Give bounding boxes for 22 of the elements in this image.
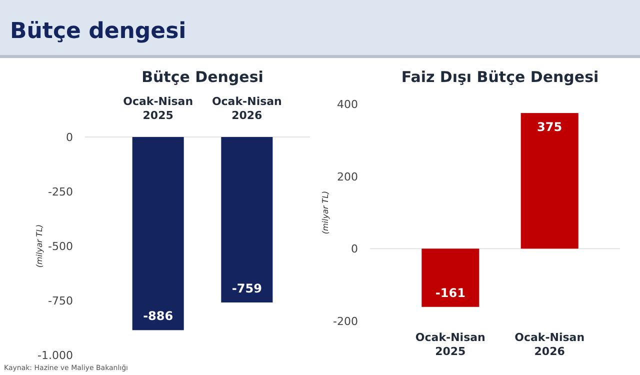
y-axis-title: (milyar TL)	[35, 224, 44, 268]
y-axis-title: (milyar TL)	[321, 190, 330, 234]
text: Bütçe dengesi	[10, 19, 186, 44]
chart-title: Faiz Dışı Bütçe Dengesi	[401, 68, 599, 86]
data-label: -161	[435, 286, 466, 300]
y-tick-label: 400	[337, 98, 358, 111]
y-tick-label: -200	[333, 315, 358, 328]
y-tick-label: -750	[48, 294, 73, 308]
y-tick-label: 0	[66, 131, 73, 144]
y-tick-label: 0	[351, 242, 358, 256]
x-tick-label: Ocak-Nisan 2025	[123, 95, 194, 122]
data-label: -759	[232, 281, 262, 296]
y-tick-label: -1.000	[38, 349, 73, 362]
chart-title: Bütçe Dengesi	[142, 68, 264, 86]
data-label: 375	[537, 120, 562, 134]
x-tick-label: Ocak-Nisan 2025	[415, 331, 486, 358]
data-label: -886	[143, 309, 174, 324]
y-tick-label: -250	[48, 186, 73, 198]
x-tick-label: Ocak-Nisan 2026	[514, 331, 585, 358]
y-tick-label: -500	[48, 240, 73, 253]
y-tick-label: 200	[337, 170, 358, 184]
x-tick-label: Ocak-Nisan 2026	[212, 95, 282, 122]
